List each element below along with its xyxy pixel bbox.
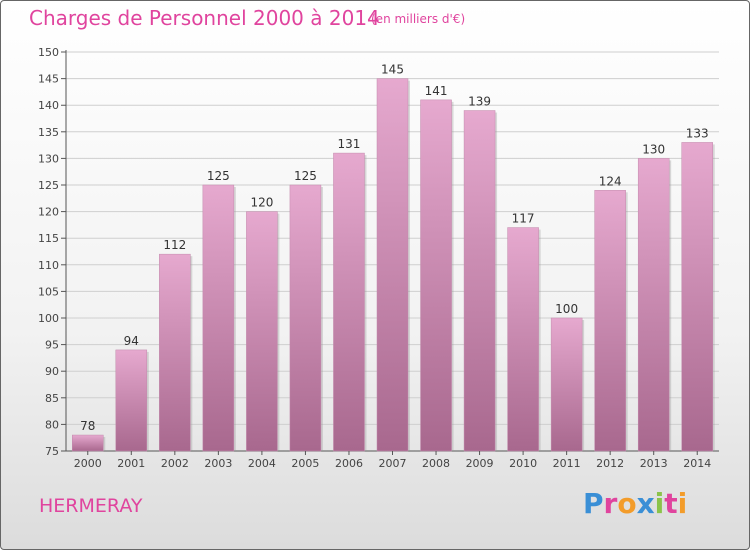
x-tick-label: 2004 <box>248 457 276 470</box>
x-tick-label: 2006 <box>335 457 363 470</box>
data-label: 94 <box>124 334 139 348</box>
logo-letter: i <box>677 487 688 520</box>
bar <box>637 158 670 452</box>
x-tick-labels: 2000 2001 2002 2003 2004 2005 2006 2007 2008 2009… <box>74 451 711 470</box>
bar <box>681 142 713 452</box>
bar <box>289 184 322 452</box>
data-label: 130 <box>642 142 665 156</box>
y-tick-labels: 75 80 85 90 95 100 105 110 115 120 125 130 135 140 145… <box>38 46 59 458</box>
y-tick-label: 80 <box>45 418 59 431</box>
proxiti-logo: Proxiti <box>583 487 687 520</box>
data-label: 117 <box>512 212 535 226</box>
y-tick-label: 115 <box>38 232 59 245</box>
bars <box>72 78 715 452</box>
y-tick-label: 120 <box>38 206 59 219</box>
chart-subtitle: (en milliers d'€) <box>371 12 466 26</box>
logo-letter: P <box>583 487 604 520</box>
data-label: 133 <box>686 126 709 140</box>
bar <box>333 152 365 452</box>
data-label: 78 <box>80 419 95 433</box>
data-label: 145 <box>381 63 404 77</box>
x-tick-label: 2003 <box>204 457 232 470</box>
bar <box>594 190 626 452</box>
bar <box>202 184 235 452</box>
x-tick-label: 2002 <box>161 457 189 470</box>
y-tick-label: 75 <box>45 445 59 458</box>
data-labels: 78 94 112 125 120 125 131 145 141 139 117 100 124 130… <box>80 63 709 433</box>
bar <box>246 211 278 452</box>
x-tick-label: 2009 <box>466 457 494 470</box>
y-tick-label: 135 <box>38 126 59 139</box>
chart-title: Charges de Personnel 2000 à 2014 <box>29 6 380 30</box>
y-tick-label: 145 <box>38 73 59 86</box>
x-tick-label: 2010 <box>509 457 537 470</box>
logo-letter: o <box>617 487 637 520</box>
data-label: 139 <box>468 95 491 109</box>
y-tick-label: 130 <box>38 152 59 165</box>
data-label: 131 <box>338 137 361 151</box>
y-tick-label: 85 <box>45 392 59 405</box>
x-tick-label: 2011 <box>553 457 581 470</box>
bar <box>420 99 452 452</box>
bar <box>463 110 496 452</box>
data-label: 124 <box>599 174 622 188</box>
x-tick-label: 2000 <box>74 457 102 470</box>
y-tick-label: 110 <box>38 259 59 272</box>
x-tick-label: 2001 <box>117 457 145 470</box>
logo-letter: i <box>654 487 665 520</box>
x-tick-label: 2007 <box>379 457 407 470</box>
bar <box>376 78 409 452</box>
logo-letter: r <box>603 487 618 520</box>
data-label: 120 <box>250 196 273 210</box>
bar <box>550 317 583 452</box>
place-name: HERMERAY <box>39 495 143 517</box>
bar <box>72 434 104 452</box>
logo-letter: x <box>636 487 655 520</box>
x-tick-label: 2008 <box>422 457 450 470</box>
data-label: 112 <box>163 238 186 252</box>
data-label: 125 <box>207 169 230 183</box>
y-tick-label: 140 <box>38 99 59 112</box>
data-label: 100 <box>555 302 578 316</box>
x-tick-label: 2013 <box>640 457 668 470</box>
x-tick-label: 2005 <box>291 457 319 470</box>
bar <box>159 253 191 452</box>
bar <box>115 349 148 452</box>
data-label: 141 <box>425 84 448 98</box>
y-tick-label: 100 <box>38 312 59 325</box>
data-label: 125 <box>294 169 317 183</box>
x-tick-label: 2012 <box>596 457 624 470</box>
y-tick-label: 105 <box>38 285 59 298</box>
y-tick-label: 125 <box>38 179 59 192</box>
bar <box>507 227 539 452</box>
y-tick-label: 150 <box>38 46 59 59</box>
logo-letter: t <box>664 487 678 520</box>
y-tick-label: 90 <box>45 365 59 378</box>
y-tick-label: 95 <box>45 339 59 352</box>
x-tick-label: 2014 <box>683 457 711 470</box>
